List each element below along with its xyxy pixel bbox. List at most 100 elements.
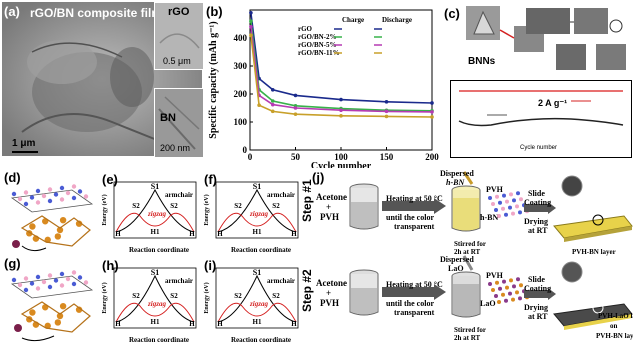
series-point-3 [270,109,275,114]
bn-atom [23,287,29,293]
step1-slide [553,214,633,242]
bn-atom [47,273,53,278]
step1-disp-a: Dispersed [440,169,474,178]
x-tick-label: 50 [291,152,301,162]
cluster-atom [54,319,62,326]
lattice-atom [498,286,502,291]
cluster-atom [54,233,62,240]
cluster-atom [75,306,83,313]
cluster-atom [59,216,67,224]
bn-atom [59,197,65,202]
step1-beaker-2 [451,185,481,232]
armchair-curve [217,274,297,323]
energy-xlabel: Reaction coordinate [129,336,189,344]
series-point-2 [270,102,275,107]
bn-atom [47,198,53,204]
label-h1: H1 [151,318,160,326]
panel-b-label: (b) [206,4,223,19]
bn-atom [11,191,17,197]
lattice-atom [515,290,519,295]
panel-g-structure [10,270,94,342]
lattice-atom [512,198,516,203]
lattice-atom [509,192,513,197]
lattice-atom [488,282,492,286]
label-s2-right: S2 [272,292,280,300]
series-point-3 [249,33,253,37]
panel-b-chart: 0 50 100 150 200 0 100 200 300 400 Cycle number Spe… [208,9,439,168]
step2-lao-tag: LaO [480,299,496,308]
energy-frame [113,267,197,329]
bn-atom [65,276,71,282]
label-h-right: H [189,320,195,328]
scale-main: 1 μm [12,138,36,149]
legend-entry: rGO/BN-11% [298,49,340,57]
bn-atom [47,187,53,192]
panel-c-xlabel: Cycle number [520,145,558,151]
y-axis-label: Specific capacity (mAh g⁻¹) [208,21,219,138]
legend-header: Charge [342,16,364,24]
panel-g-label: (g) [4,256,21,271]
label-h1: H1 [253,228,262,236]
lattice-atom [491,288,495,292]
lattice-atom [491,202,495,206]
series-point-1 [270,99,275,103]
series-point-2 [430,110,434,114]
bn-sheet-d [10,189,94,213]
series-point-3 [257,103,261,107]
y-tick-label: 400 [234,33,248,43]
label-zigzag: zigzag [147,210,166,218]
lattice-atom [497,300,501,304]
step1-slide: Slide [528,189,545,198]
label-h-right: H [291,320,297,328]
series-point-3 [430,115,434,119]
energy-ylabel: Energy (eV) [101,194,108,225]
series-line-1 [250,21,433,112]
step2-pvh-tag: PVH [486,271,504,280]
series-point-3 [384,114,389,119]
label-s1: S1 [253,182,261,191]
legend-entry: rGO [298,25,313,33]
bn-atom [71,195,77,201]
label-s2-left: S2 [234,202,242,210]
label-s2-left: S2 [234,292,242,300]
lattice-atom [494,294,498,298]
step1-drying: Drying [524,217,548,226]
bn-atom [77,275,83,280]
series-point-2 [293,106,298,110]
bn-atom [59,271,65,277]
legend-header: Discharge [382,16,412,24]
x-tick-label: 0 [248,152,253,162]
bn-atom [11,277,17,283]
bn-atom [23,276,29,281]
step1-pvh-bn: PVH-BN layer [572,248,616,256]
armchair-curve [217,188,297,233]
label-h-right: H [291,230,297,238]
step2-zoom-circle [561,261,583,283]
panel-d-label: (d) [4,170,21,185]
step1-disp-b: h-BN [446,178,465,187]
panel-a-title: rGO/BN composite film [30,6,163,20]
step1-transparent: transparent [394,222,435,231]
lattice-atom [497,214,501,218]
lattice-atom [516,191,520,196]
label-armchair: armchair [267,191,295,199]
legend-entry: rGO/BN-2% [298,33,337,41]
zigzag-curve [115,302,195,323]
zigzag-curve [217,302,297,323]
ion-atom [12,240,20,248]
lattice-atom [505,285,509,290]
step2-pvh: PVH [320,298,339,308]
label-zigzag: zigzag [249,210,268,218]
label-s1: S1 [151,268,159,277]
y-tick-label: 0 [243,145,248,155]
energy-frame [215,181,299,239]
step2-stirred2: 2h at RT [454,334,481,342]
step2-drying: Drying [524,303,548,312]
step2-label: Step #2 [300,269,314,312]
panel-h-label: (h) [102,258,119,273]
bn-atom [59,283,65,288]
bn-atom [41,279,47,285]
series-point-2 [339,108,343,113]
step2-beaker-2 [451,271,481,318]
series-point-0 [339,97,343,102]
